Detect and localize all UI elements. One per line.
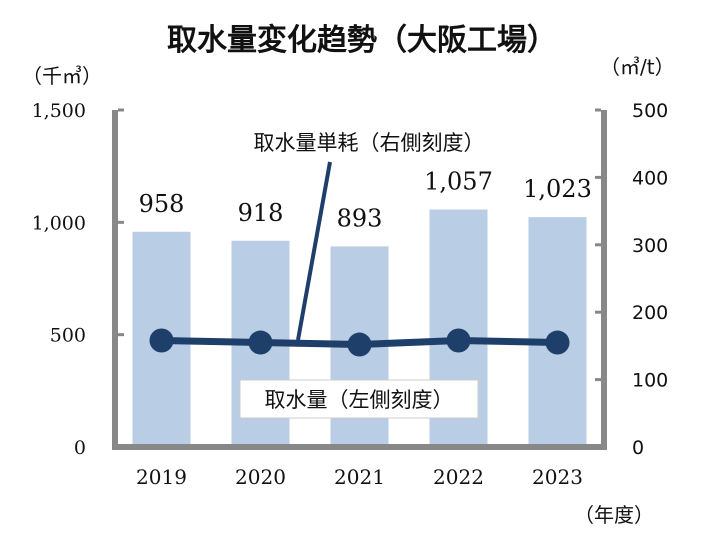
left-axis-unit: （千㎥）: [22, 64, 102, 88]
right-tick-label: 100: [632, 370, 668, 392]
right-tick-label: 0: [632, 437, 644, 459]
chart-title: 取水量変化趋勢（大阪工場）: [167, 23, 557, 58]
right-tick-label: 200: [632, 302, 668, 324]
right-tick-label: 400: [632, 167, 668, 189]
line-series-label-box: [236, 124, 502, 158]
line-point-2023: [545, 330, 570, 355]
x-axis-label: （年度）: [574, 503, 654, 527]
x-tick-label: 2019: [136, 465, 187, 489]
line-point-2022: [446, 328, 471, 353]
bar-value-label: 1,057: [424, 168, 493, 196]
right-tick-label: 300: [632, 235, 668, 257]
x-tick-label: 2023: [532, 465, 583, 489]
left-tick-label: 1,500: [32, 100, 86, 122]
left-tick-label: 1,000: [32, 212, 86, 234]
line-point-2020: [248, 330, 273, 355]
x-tick-label: 2020: [235, 465, 286, 489]
x-tick-label: 2022: [433, 465, 484, 489]
line-series-callout-leader: [296, 161, 332, 341]
x-tick-label: 2021: [334, 465, 385, 489]
left-tick-label: 500: [50, 325, 86, 347]
right-axis-unit: （㎥/t）: [600, 55, 675, 79]
line-series-label: 取水量単耗（右側刻度）: [254, 131, 485, 155]
right-tick-label: 500: [632, 100, 668, 122]
bar-series-label-box: [239, 379, 479, 419]
line-point-2021: [347, 332, 372, 357]
left-tick-label: 0: [74, 437, 86, 459]
bar-value-label: 918: [238, 199, 284, 227]
line-point-2019: [149, 328, 174, 353]
bar-value-label: 1,023: [523, 175, 592, 203]
bar-value-label: 893: [337, 204, 383, 232]
bar-series-label: 取水量（左側刻度）: [265, 388, 454, 412]
bar-value-label: 958: [139, 190, 185, 218]
